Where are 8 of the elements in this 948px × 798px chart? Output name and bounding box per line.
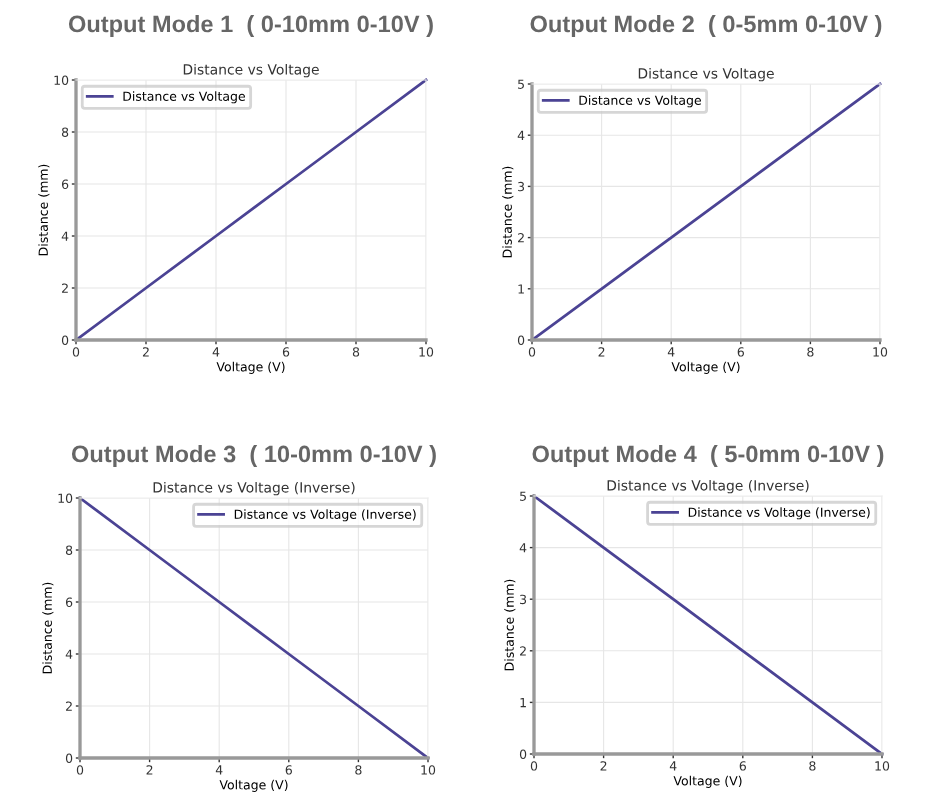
line-series [74,78,428,342]
line-series [532,494,884,756]
chart-title: Output Mode 4 ( 5-0mm 0-10V ) [532,444,884,468]
line-series [78,496,430,760]
line-series [530,82,882,342]
chart-title: Output Mode 3 ( 10-0mm 0-10V ) [71,444,436,468]
chart-title: Output Mode 1 ( 0-10mm 0-10V ) [68,15,433,37]
chart-title: Output Mode 2 ( 0-5mm 0-10V ) [530,15,882,37]
